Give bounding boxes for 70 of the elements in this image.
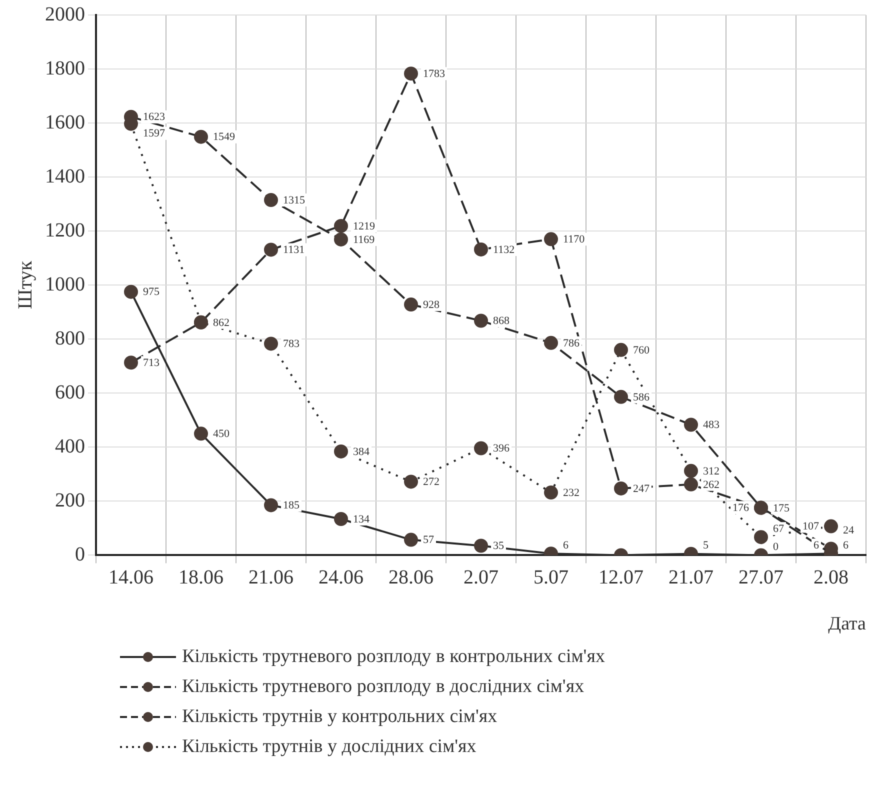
data-label: 783 <box>283 338 300 350</box>
data-label: 586 <box>633 391 650 404</box>
x-tick-label: 21.07 <box>668 566 714 588</box>
data-label: 247 <box>633 482 650 495</box>
legend-label: Кількість трутнів у дослідних сім'ях <box>182 736 476 758</box>
y-tick-label: 1400 <box>45 165 85 188</box>
data-label: 134 <box>353 513 370 526</box>
data-label: 1315 <box>283 194 306 206</box>
legend-label: Кількість трутневого розплоду в дослідних сім'ях <box>182 676 584 698</box>
y-tick-label: 800 <box>55 327 85 350</box>
data-label: 1131 <box>283 244 305 256</box>
data-label: 67 <box>773 522 784 535</box>
data-label: 868 <box>493 315 510 328</box>
data-label: 1549 <box>213 131 236 144</box>
data-label: 975 <box>143 286 160 298</box>
x-tick-label: 27.07 <box>738 566 784 588</box>
data-label: 384 <box>353 446 370 458</box>
data-label: 57 <box>423 534 434 546</box>
y-axis-title: Штук <box>14 260 36 310</box>
data-label: 232 <box>563 486 580 499</box>
data-label: 24 <box>843 524 854 537</box>
data-label: 483 <box>703 419 720 432</box>
y-tick-label: 0 <box>75 543 85 566</box>
x-tick-label: 21.06 <box>248 566 294 588</box>
y-tick-label: 400 <box>55 435 85 458</box>
data-label: 312 <box>703 465 720 478</box>
data-label: 713 <box>143 357 160 370</box>
data-label: 1132 <box>493 244 515 256</box>
x-tick-label: 14.06 <box>108 566 154 588</box>
data-label: 928 <box>423 298 440 311</box>
legend-label: Кількість трутневого розплоду в контрольних сім'ях <box>182 646 605 668</box>
data-label: 1170 <box>563 234 586 246</box>
y-tick-label: 1200 <box>45 219 85 242</box>
data-label: 450 <box>213 428 230 440</box>
data-label: 107 <box>802 520 820 533</box>
data-label: 6 <box>814 539 820 552</box>
data-label: 185 <box>283 500 300 512</box>
x-tick-label: 2.07 <box>464 566 498 588</box>
data-label: 262 <box>703 478 720 491</box>
data-label: 272 <box>423 476 440 488</box>
data-label: 396 <box>493 442 510 455</box>
data-label: 760 <box>633 344 650 356</box>
data-label: 6 <box>843 539 849 552</box>
y-tick-label: 600 <box>55 381 85 404</box>
data-label: 1219 <box>353 220 376 232</box>
x-tick-label: 28.06 <box>388 566 434 588</box>
y-tick-label: 1800 <box>45 57 85 80</box>
data-label: 1169 <box>353 234 376 246</box>
data-label: 1623 <box>143 111 166 124</box>
data-label: 6 <box>563 539 569 552</box>
data-label: 35 <box>493 540 504 552</box>
x-tick-label: 2.08 <box>814 566 848 588</box>
x-tick-label: 18.06 <box>178 566 224 588</box>
y-tick-label: 200 <box>55 489 85 512</box>
x-tick-label: 24.06 <box>318 566 364 588</box>
data-label: 0 <box>773 541 779 554</box>
x-axis-title: Дата <box>828 614 867 635</box>
y-tick-label: 1000 <box>45 273 85 296</box>
data-label: 1597 <box>143 128 166 140</box>
y-tick-label: 1600 <box>45 111 85 134</box>
y-tick-label: 2000 <box>45 3 85 26</box>
data-label: 786 <box>563 337 580 350</box>
x-tick-label: 5.07 <box>534 566 568 588</box>
data-label: 5 <box>703 540 709 552</box>
data-label: 1783 <box>423 68 446 80</box>
data-label: 862 <box>213 316 230 329</box>
x-tick-label: 12.07 <box>598 566 644 588</box>
data-label: 175 <box>773 502 790 514</box>
data-label: 176 <box>732 502 750 514</box>
legend-label: Кількість трутнів у контрольних сім'ях <box>182 706 498 728</box>
